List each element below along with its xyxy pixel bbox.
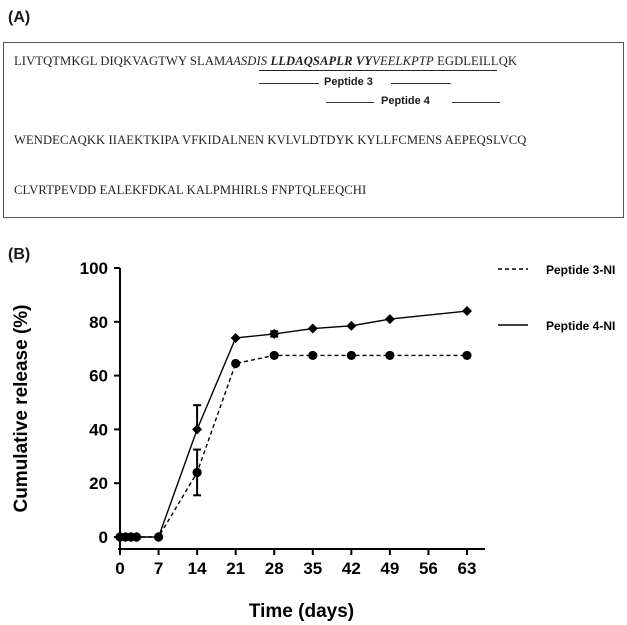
- sequence-segment-italic: AASDIS: [225, 54, 271, 68]
- data-point: [346, 350, 356, 361]
- x-axis-label: Time (days): [249, 601, 354, 622]
- x-tick-label: 35: [303, 559, 322, 578]
- sequence-line-1: LIVTQTMKGL DIQKVAGTWY SLAMAASDIS LLDAQSA…: [14, 54, 517, 69]
- legend-label: Peptide 4-NI: [546, 319, 615, 333]
- sequence-segment-italic: VEELKPTP: [372, 54, 434, 68]
- panel-b-label: (B): [8, 246, 31, 263]
- sequence-box: LIVTQTMKGL DIQKVAGTWY SLAMAASDIS LLDAQSA…: [3, 42, 624, 218]
- data-point: [230, 332, 241, 343]
- peptide-3-bar-right: [391, 83, 451, 84]
- x-tick-label: 42: [342, 559, 361, 578]
- data-point: [462, 306, 472, 317]
- data-point: [308, 350, 318, 361]
- y-tick-label: 40: [89, 420, 108, 439]
- y-tick-label: 0: [99, 528, 108, 547]
- y-tick-label: 60: [89, 367, 108, 386]
- peptide-4-bar-left: [326, 102, 374, 103]
- y-axis-label: Cumulative release (%): [11, 304, 32, 512]
- sequence-segment: EGDLEILLQK: [433, 54, 518, 68]
- legend-label: Peptide 3-NI: [546, 263, 615, 277]
- data-point: [115, 532, 125, 542]
- data-point: [120, 532, 131, 542]
- sequence-segment: LIVTQTMKGL DIQKVAGTWY SLAM: [14, 54, 226, 68]
- data-point: [385, 350, 395, 361]
- data-point: [269, 350, 279, 361]
- panel-a-label: (A): [8, 9, 31, 26]
- sequence-line-2: WENDECAQKK IIAEKTKIPA VFKIDALNEN KVLVLDT…: [14, 133, 527, 147]
- x-tick-label: 21: [226, 559, 245, 578]
- x-tick-label: 63: [458, 559, 477, 578]
- peptide-underline: [259, 70, 497, 71]
- data-point: [269, 328, 280, 339]
- series-line-1: [120, 310, 468, 538]
- series-line-0: [120, 354, 467, 538]
- sequence-line-3: CLVRTPEVDD EALEKFDKAL KALPMHIRLS FNPTQLE…: [14, 183, 367, 197]
- y-tick-label: 100: [80, 259, 108, 278]
- y-tick-label: 20: [89, 474, 108, 493]
- peptide-4-bar-right: [452, 102, 500, 103]
- peptide-3-label: Peptide 3: [324, 76, 373, 88]
- x-tick-label: 14: [188, 559, 207, 578]
- peptide-4-label: Peptide 4: [381, 95, 430, 107]
- x-tick-label: 7: [154, 559, 163, 578]
- data-point: [384, 314, 395, 325]
- data-point: [307, 323, 318, 334]
- data-point: [462, 350, 472, 361]
- data-point: [192, 424, 203, 435]
- x-tick-label: 49: [380, 559, 399, 578]
- x-tick-label: 0: [115, 559, 124, 578]
- data-point: [126, 532, 137, 542]
- sequence-segment-bold-italic: LLDAQSAPLR VY: [270, 54, 373, 68]
- x-tick-label: 56: [419, 559, 438, 578]
- y-tick-label: 80: [89, 313, 108, 332]
- x-tick-label: 28: [265, 559, 284, 578]
- data-point: [231, 358, 241, 369]
- peptide-3-bar-left: [259, 83, 319, 84]
- data-point: [346, 320, 357, 331]
- data-point: [153, 532, 164, 542]
- data-point: [192, 467, 202, 478]
- data-point: [131, 532, 142, 542]
